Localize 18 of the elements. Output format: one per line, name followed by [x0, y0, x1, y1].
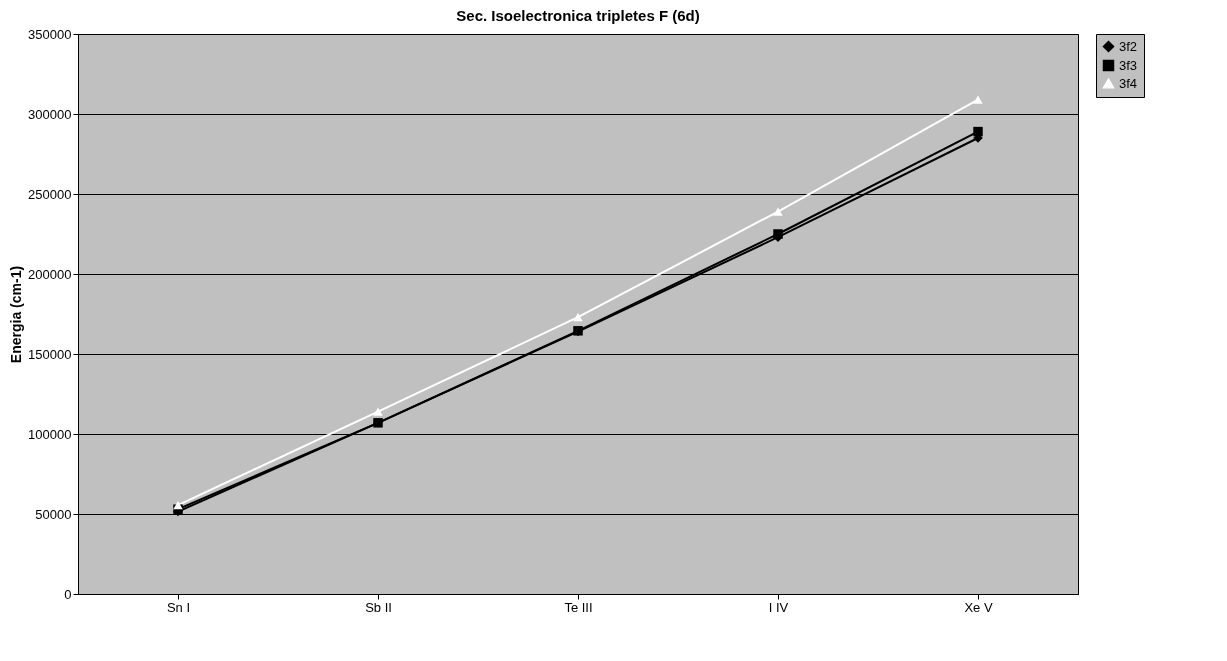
- y-tick-label: 350000: [28, 26, 72, 42]
- legend-label: 3f2: [1119, 38, 1138, 54]
- x-tick-label: Te III: [564, 599, 593, 615]
- x-tick-label: I IV: [768, 599, 789, 615]
- chart-title: Sec. Isoelectronica tripletes F (6d): [456, 7, 700, 24]
- y-tick-label: 200000: [28, 266, 72, 282]
- x-tick-label: Sn I: [166, 599, 191, 615]
- legend-label: 3f4: [1119, 75, 1138, 91]
- y-tick-label: 0: [64, 586, 72, 602]
- x-tick-label: Sb II: [365, 599, 392, 615]
- y-tick-label: 100000: [28, 426, 72, 442]
- y-tick-label: 150000: [28, 346, 72, 362]
- y-tick-label: 300000: [28, 106, 72, 122]
- x-tick-label: Xe V: [964, 599, 993, 615]
- y-tick-label: 250000: [28, 186, 72, 202]
- y-tick-label: 50000: [35, 506, 72, 522]
- y-axis-title: Energia (cm-1): [8, 265, 25, 364]
- legend-label: 3f3: [1119, 57, 1138, 73]
